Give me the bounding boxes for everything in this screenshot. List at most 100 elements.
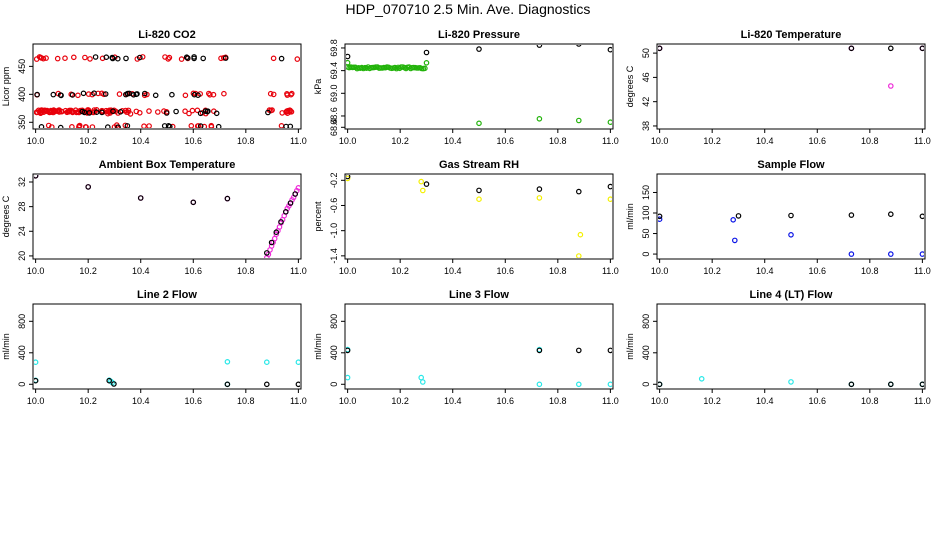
data-point — [80, 90, 87, 97]
data-point — [82, 124, 89, 128]
y-tick-label: 38 — [641, 121, 651, 131]
data-point — [137, 54, 143, 61]
data-point — [117, 109, 124, 115]
x-tick-label: 10.2 — [703, 136, 721, 146]
data-point — [69, 124, 75, 128]
y-tick-label: 400 — [641, 345, 651, 360]
y-tick-label: 400 — [17, 345, 27, 360]
data-point — [284, 108, 290, 114]
x-tick-label: 10.0 — [27, 396, 45, 406]
y-axis-label: ml/min — [313, 333, 323, 360]
data-point — [87, 56, 93, 62]
data-point — [204, 108, 211, 115]
y-axis-label: kPa — [313, 79, 323, 95]
y-tick-label: 50 — [641, 229, 651, 239]
panel-4: Ambient Box Temperature degrees C 10.0 10.2… — [1, 159, 307, 276]
data-point — [476, 46, 482, 52]
plot-frame — [32, 43, 302, 130]
data-point — [189, 107, 196, 114]
data-point — [536, 195, 543, 201]
data-point — [89, 124, 96, 128]
data-point — [418, 178, 425, 185]
x-tick-label: 10.6 — [185, 266, 203, 276]
data-point — [887, 211, 894, 218]
series-1-points — [34, 175, 299, 256]
x-tick-label: 10.8 — [549, 136, 567, 146]
data-point — [79, 108, 86, 115]
x-tick-label: 10.6 — [185, 136, 203, 146]
data-point — [575, 381, 582, 388]
x-tick-label: 10.8 — [549, 266, 567, 276]
panel-title: Li-820 CO2 — [138, 29, 195, 41]
data-point — [194, 107, 201, 114]
x-tick-label: 10.8 — [861, 266, 879, 276]
x-tick-label: 10.8 — [861, 396, 879, 406]
series-1-points — [346, 45, 612, 60]
data-point — [278, 123, 285, 128]
data-point — [476, 196, 482, 203]
x-tick-label: 10.0 — [339, 396, 357, 406]
data-point — [286, 107, 293, 114]
plot-frame — [656, 43, 926, 130]
data-point — [267, 90, 274, 97]
data-point — [54, 108, 61, 114]
series-2-points — [346, 346, 612, 388]
x-tick-label: 10.6 — [497, 266, 515, 276]
data-point — [165, 123, 172, 128]
data-point — [919, 213, 924, 220]
data-point — [123, 55, 129, 62]
x-tick-label: 10.6 — [809, 266, 827, 276]
data-point — [163, 110, 170, 116]
x-tick-label: 10.8 — [237, 396, 255, 406]
series-2-points — [346, 59, 612, 127]
x-tick-label: 10.0 — [27, 136, 45, 146]
y-tick-label: -0.6 — [329, 198, 339, 214]
data-point — [282, 209, 289, 215]
data-point — [346, 53, 351, 60]
data-point — [103, 54, 110, 61]
data-point — [115, 55, 121, 62]
y-tick-label: 400 — [17, 87, 27, 102]
data-point — [346, 175, 351, 180]
data-point — [194, 123, 201, 128]
data-point — [536, 347, 543, 354]
panel-6: Sample Flow ml/min 10.0 10.2 10.4 10.6 10.8 11.… — [625, 159, 931, 276]
panel-5: Gas Stream RH percent 10.0 10.2 10.4 10.6 10.8… — [313, 159, 619, 276]
data-point — [71, 54, 77, 61]
y-tick-label: 69.0 — [329, 85, 339, 103]
data-point — [731, 237, 738, 244]
data-point — [66, 109, 72, 115]
y-tick-label: 100 — [641, 205, 651, 220]
x-tick-label: 10.2 — [79, 266, 97, 276]
y-tick-label: -0.2 — [329, 173, 339, 189]
data-point — [85, 184, 92, 190]
data-point — [735, 213, 742, 219]
y-tick-label: 20 — [17, 251, 27, 261]
y-tick-label: 68.6 — [329, 107, 339, 125]
x-tick-label: 10.6 — [497, 136, 515, 146]
x-tick-label: 10.8 — [549, 396, 567, 406]
panel-2: Li-820 Pressure kPa 10.0 10.2 10.4 10.6 10.8 11… — [313, 29, 619, 146]
x-tick-label: 11.0 — [914, 266, 931, 276]
x-tick-label: 11.0 — [914, 396, 931, 406]
x-tick-label: 11.0 — [290, 396, 307, 406]
data-point — [123, 109, 130, 115]
data-point — [575, 347, 582, 354]
y-tick-label: 0 — [641, 382, 651, 387]
y-tick-label: 0 — [329, 382, 339, 387]
data-point — [41, 108, 48, 114]
x-tick-label: 11.0 — [290, 266, 307, 276]
data-point — [102, 91, 109, 97]
data-point — [139, 54, 146, 60]
data-point — [658, 216, 663, 222]
data-point — [197, 123, 204, 128]
y-axis-label: ml/min — [625, 203, 635, 230]
data-point — [607, 183, 612, 190]
data-point — [182, 92, 189, 99]
data-point — [221, 90, 227, 97]
data-point — [658, 213, 663, 220]
data-point — [422, 65, 428, 72]
data-point — [191, 55, 197, 62]
data-point — [57, 124, 64, 128]
data-point — [111, 124, 118, 128]
